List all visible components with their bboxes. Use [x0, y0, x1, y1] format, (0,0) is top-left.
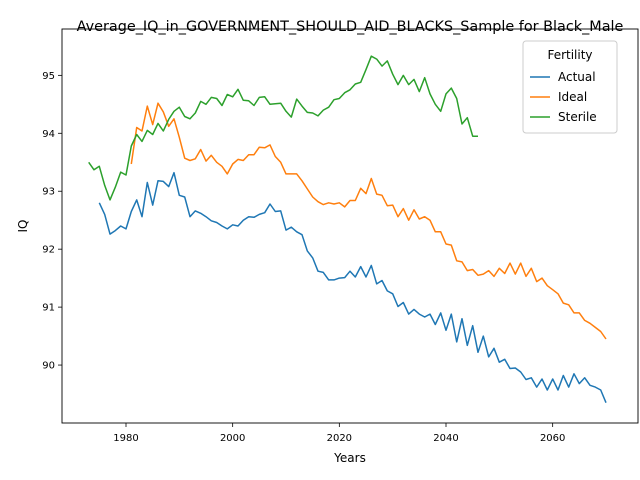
x-tick-label: 2040 — [433, 433, 458, 444]
y-tick-label: 92 — [42, 245, 55, 256]
legend: Fertility Actual Ideal Sterile — [522, 40, 618, 134]
legend-label-actual: Actual — [558, 70, 596, 84]
legend-title: Fertility — [547, 48, 592, 62]
plot-area — [88, 55, 607, 403]
x-axis: 1980 2000 2020 2040 2060 — [113, 423, 565, 444]
legend-box — [522, 40, 618, 134]
series-line-sterile — [88, 55, 478, 201]
series-line-actual — [98, 171, 607, 403]
x-tick-label: 2060 — [540, 433, 565, 444]
x-tick-label: 1980 — [113, 433, 138, 444]
y-axis: 90 91 92 93 94 95 — [42, 71, 62, 372]
legend-label-ideal: Ideal — [558, 90, 587, 104]
y-tick-label: 90 — [42, 361, 55, 372]
y-tick-label: 93 — [42, 187, 55, 198]
y-tick-label: 94 — [42, 129, 55, 140]
y-tick-label: 91 — [42, 303, 55, 314]
y-axis-label: IQ — [16, 220, 30, 233]
y-tick-label: 95 — [42, 71, 55, 82]
series-line-ideal — [130, 102, 607, 340]
chart-title: Average_IQ_in_GOVERNMENT_SHOULD_AID_BLAC… — [77, 19, 624, 35]
legend-label-sterile: Sterile — [558, 110, 597, 124]
x-axis-label: Years — [333, 451, 366, 465]
x-tick-label: 2020 — [327, 433, 352, 444]
plot-frame — [61, 28, 639, 424]
x-tick-label: 2000 — [220, 433, 245, 444]
